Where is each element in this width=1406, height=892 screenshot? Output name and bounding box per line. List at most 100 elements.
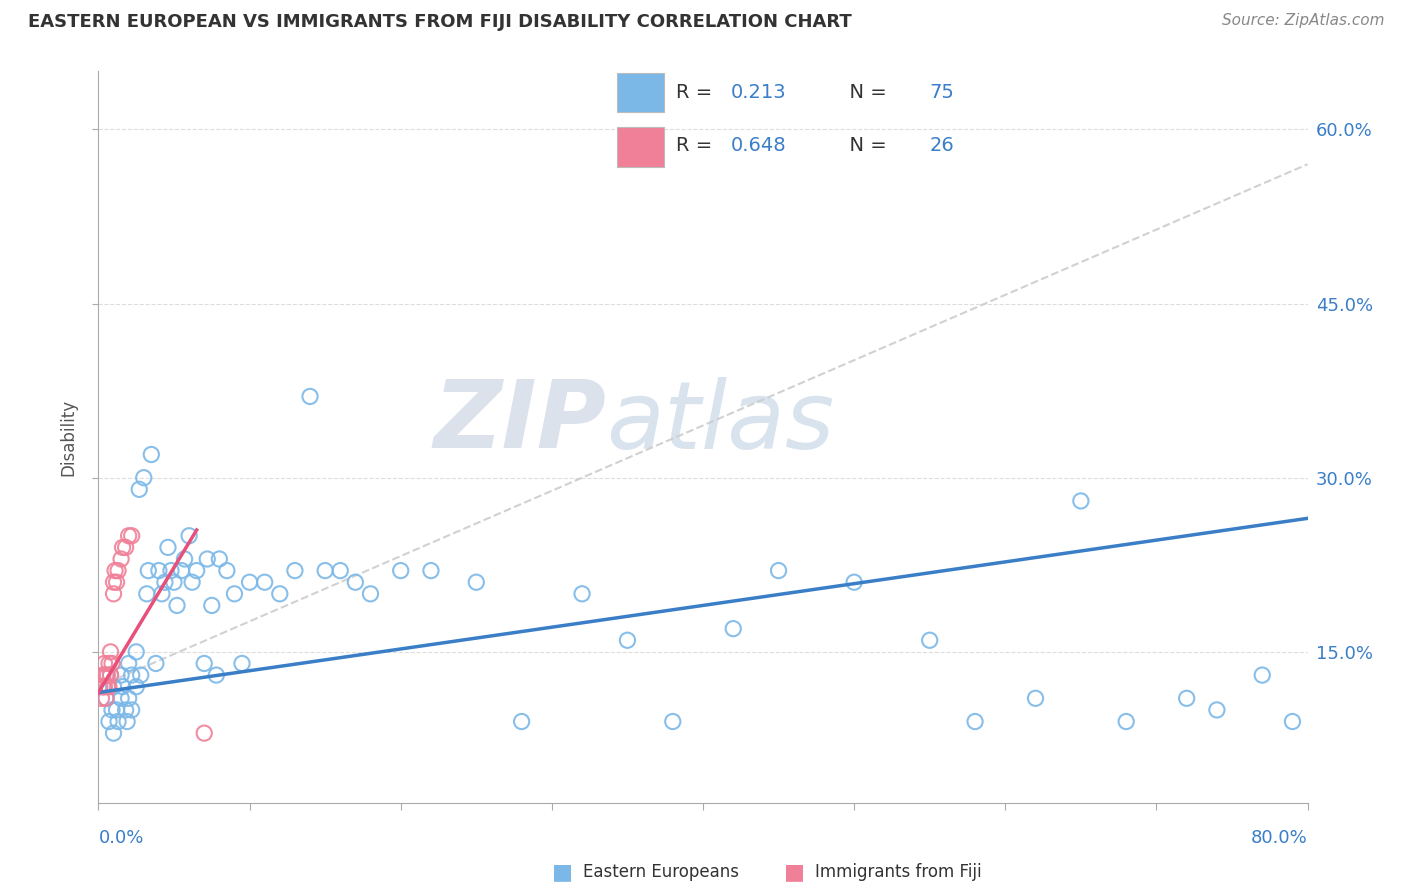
Point [111,541,134,555]
Point [105,703,128,717]
Point [465,575,488,590]
Point [101,657,124,671]
Point [965,714,987,729]
Point [115,714,138,729]
Point [269,587,291,601]
Bar [617,73,664,112]
Text: 0.0%: 0.0% [98,829,143,847]
Point [193,726,215,740]
Point [100,668,122,682]
Point [89,680,111,694]
Text: Immigrants from Fiji: Immigrants from Fiji [815,863,983,881]
Point [153,575,176,590]
Point [136,564,159,578]
Point [100,668,122,682]
Point [91,680,114,694]
Point [121,668,143,682]
Point [103,587,125,601]
Text: Source: ZipAtlas.com: Source: ZipAtlas.com [1222,13,1385,29]
Point [128,483,150,497]
Point [118,691,141,706]
Point [314,564,336,578]
Point [103,680,125,694]
Point [329,564,352,578]
Text: R =: R = [676,136,718,155]
Point [98,657,121,671]
Point [141,448,163,462]
Point [510,714,533,729]
Text: Eastern Europeans: Eastern Europeans [583,863,740,881]
Point [98,714,121,729]
Point [96,680,118,694]
Text: 26: 26 [929,136,955,155]
Text: 0.213: 0.213 [731,82,787,102]
Point [179,529,201,543]
Point [170,564,193,578]
Point [160,564,183,578]
Text: atlas: atlas [606,377,835,468]
Point [114,703,136,717]
Text: ■: ■ [785,863,804,882]
Point [94,668,117,682]
Point [103,575,125,590]
Point [132,471,155,485]
Y-axis label: Disability: Disability [59,399,77,475]
Point [100,645,122,659]
Text: 75: 75 [929,82,955,102]
Point [844,575,866,590]
Point [193,657,215,671]
Point [156,541,179,555]
Point [163,575,186,590]
Point [1115,714,1137,729]
Point [1251,668,1274,682]
Text: N =: N = [837,136,893,155]
Point [360,587,382,601]
Point [121,529,143,543]
Point [91,680,114,694]
Point [224,587,246,601]
Point [118,529,141,543]
Point [1206,703,1229,717]
Point [94,691,117,706]
Point [208,552,231,566]
Point [110,552,132,566]
Point [344,575,367,590]
Point [299,389,322,403]
Text: EASTERN EUROPEAN VS IMMIGRANTS FROM FIJI DISABILITY CORRELATION CHART: EASTERN EUROPEAN VS IMMIGRANTS FROM FIJI… [28,13,852,31]
Point [118,657,141,671]
Point [662,714,685,729]
Point [107,714,129,729]
Point [90,691,112,706]
Point [284,564,307,578]
Point [166,599,188,613]
Point [616,633,638,648]
Point [129,668,152,682]
Text: R =: R = [676,82,718,102]
Text: N =: N = [837,82,893,102]
Point [571,587,593,601]
Point [101,703,124,717]
Text: 80.0%: 80.0% [1251,829,1308,847]
Point [181,575,204,590]
Point [121,703,143,717]
Point [93,657,115,671]
Point [103,726,125,740]
Point [111,680,134,694]
Point [91,668,114,682]
Point [94,691,117,706]
Point [1175,691,1198,706]
Point [1070,494,1092,508]
Point [231,657,253,671]
Text: ZIP: ZIP [433,376,606,468]
Point [104,564,127,578]
Point [215,564,238,578]
Point [125,680,148,694]
Point [135,587,157,601]
Point [110,668,132,682]
Point [201,599,224,613]
Point [253,575,276,590]
Point [125,645,148,659]
Point [114,541,136,555]
Text: ■: ■ [553,863,572,882]
Point [239,575,262,590]
